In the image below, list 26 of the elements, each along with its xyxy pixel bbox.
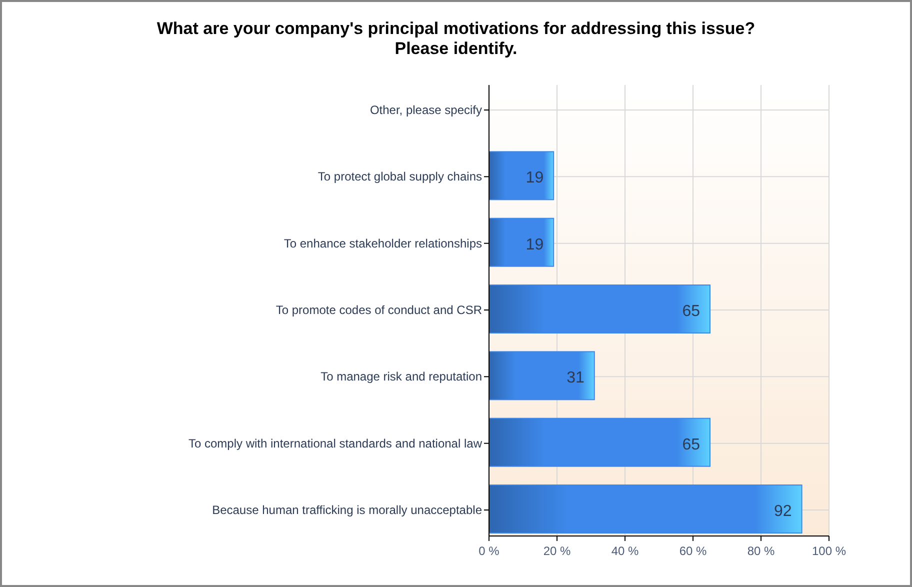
y-tick-label: To enhance stakeholder relationships [284, 236, 482, 250]
x-tick-label: 0 % [478, 544, 500, 558]
data-label: 92 [774, 503, 792, 520]
y-tick-label: Other, please specify [370, 103, 482, 117]
chart-title: What are your company's principal motivations for addressing this issue? Please identify. [156, 19, 756, 58]
bar [488, 351, 595, 400]
bar [488, 484, 802, 534]
data-label: 65 [682, 303, 700, 320]
x-tick-label: 40 % [611, 544, 639, 558]
data-label: 19 [526, 170, 544, 187]
y-tick-label: To manage risk and reputation [320, 370, 482, 384]
bar [488, 218, 554, 267]
bar [488, 418, 710, 467]
data-label: 65 [682, 436, 700, 454]
bar [488, 151, 554, 200]
y-tick-label: To protect global supply chains [318, 170, 482, 184]
x-tick-label: 80 % [747, 544, 775, 558]
x-tick-label: 100 % [812, 544, 846, 558]
data-label: 19 [526, 236, 544, 254]
x-tick-label: 20 % [543, 544, 571, 558]
data-label: 31 [566, 370, 584, 387]
y-tick-label: To promote codes of conduct and CSR [276, 303, 482, 317]
x-tick-label: 60 % [679, 544, 707, 558]
y-tick-label: To comply with international standards and national law [188, 436, 482, 450]
bar [488, 284, 710, 334]
y-tick-label: Because human trafficking is morally unacceptable [212, 503, 482, 517]
